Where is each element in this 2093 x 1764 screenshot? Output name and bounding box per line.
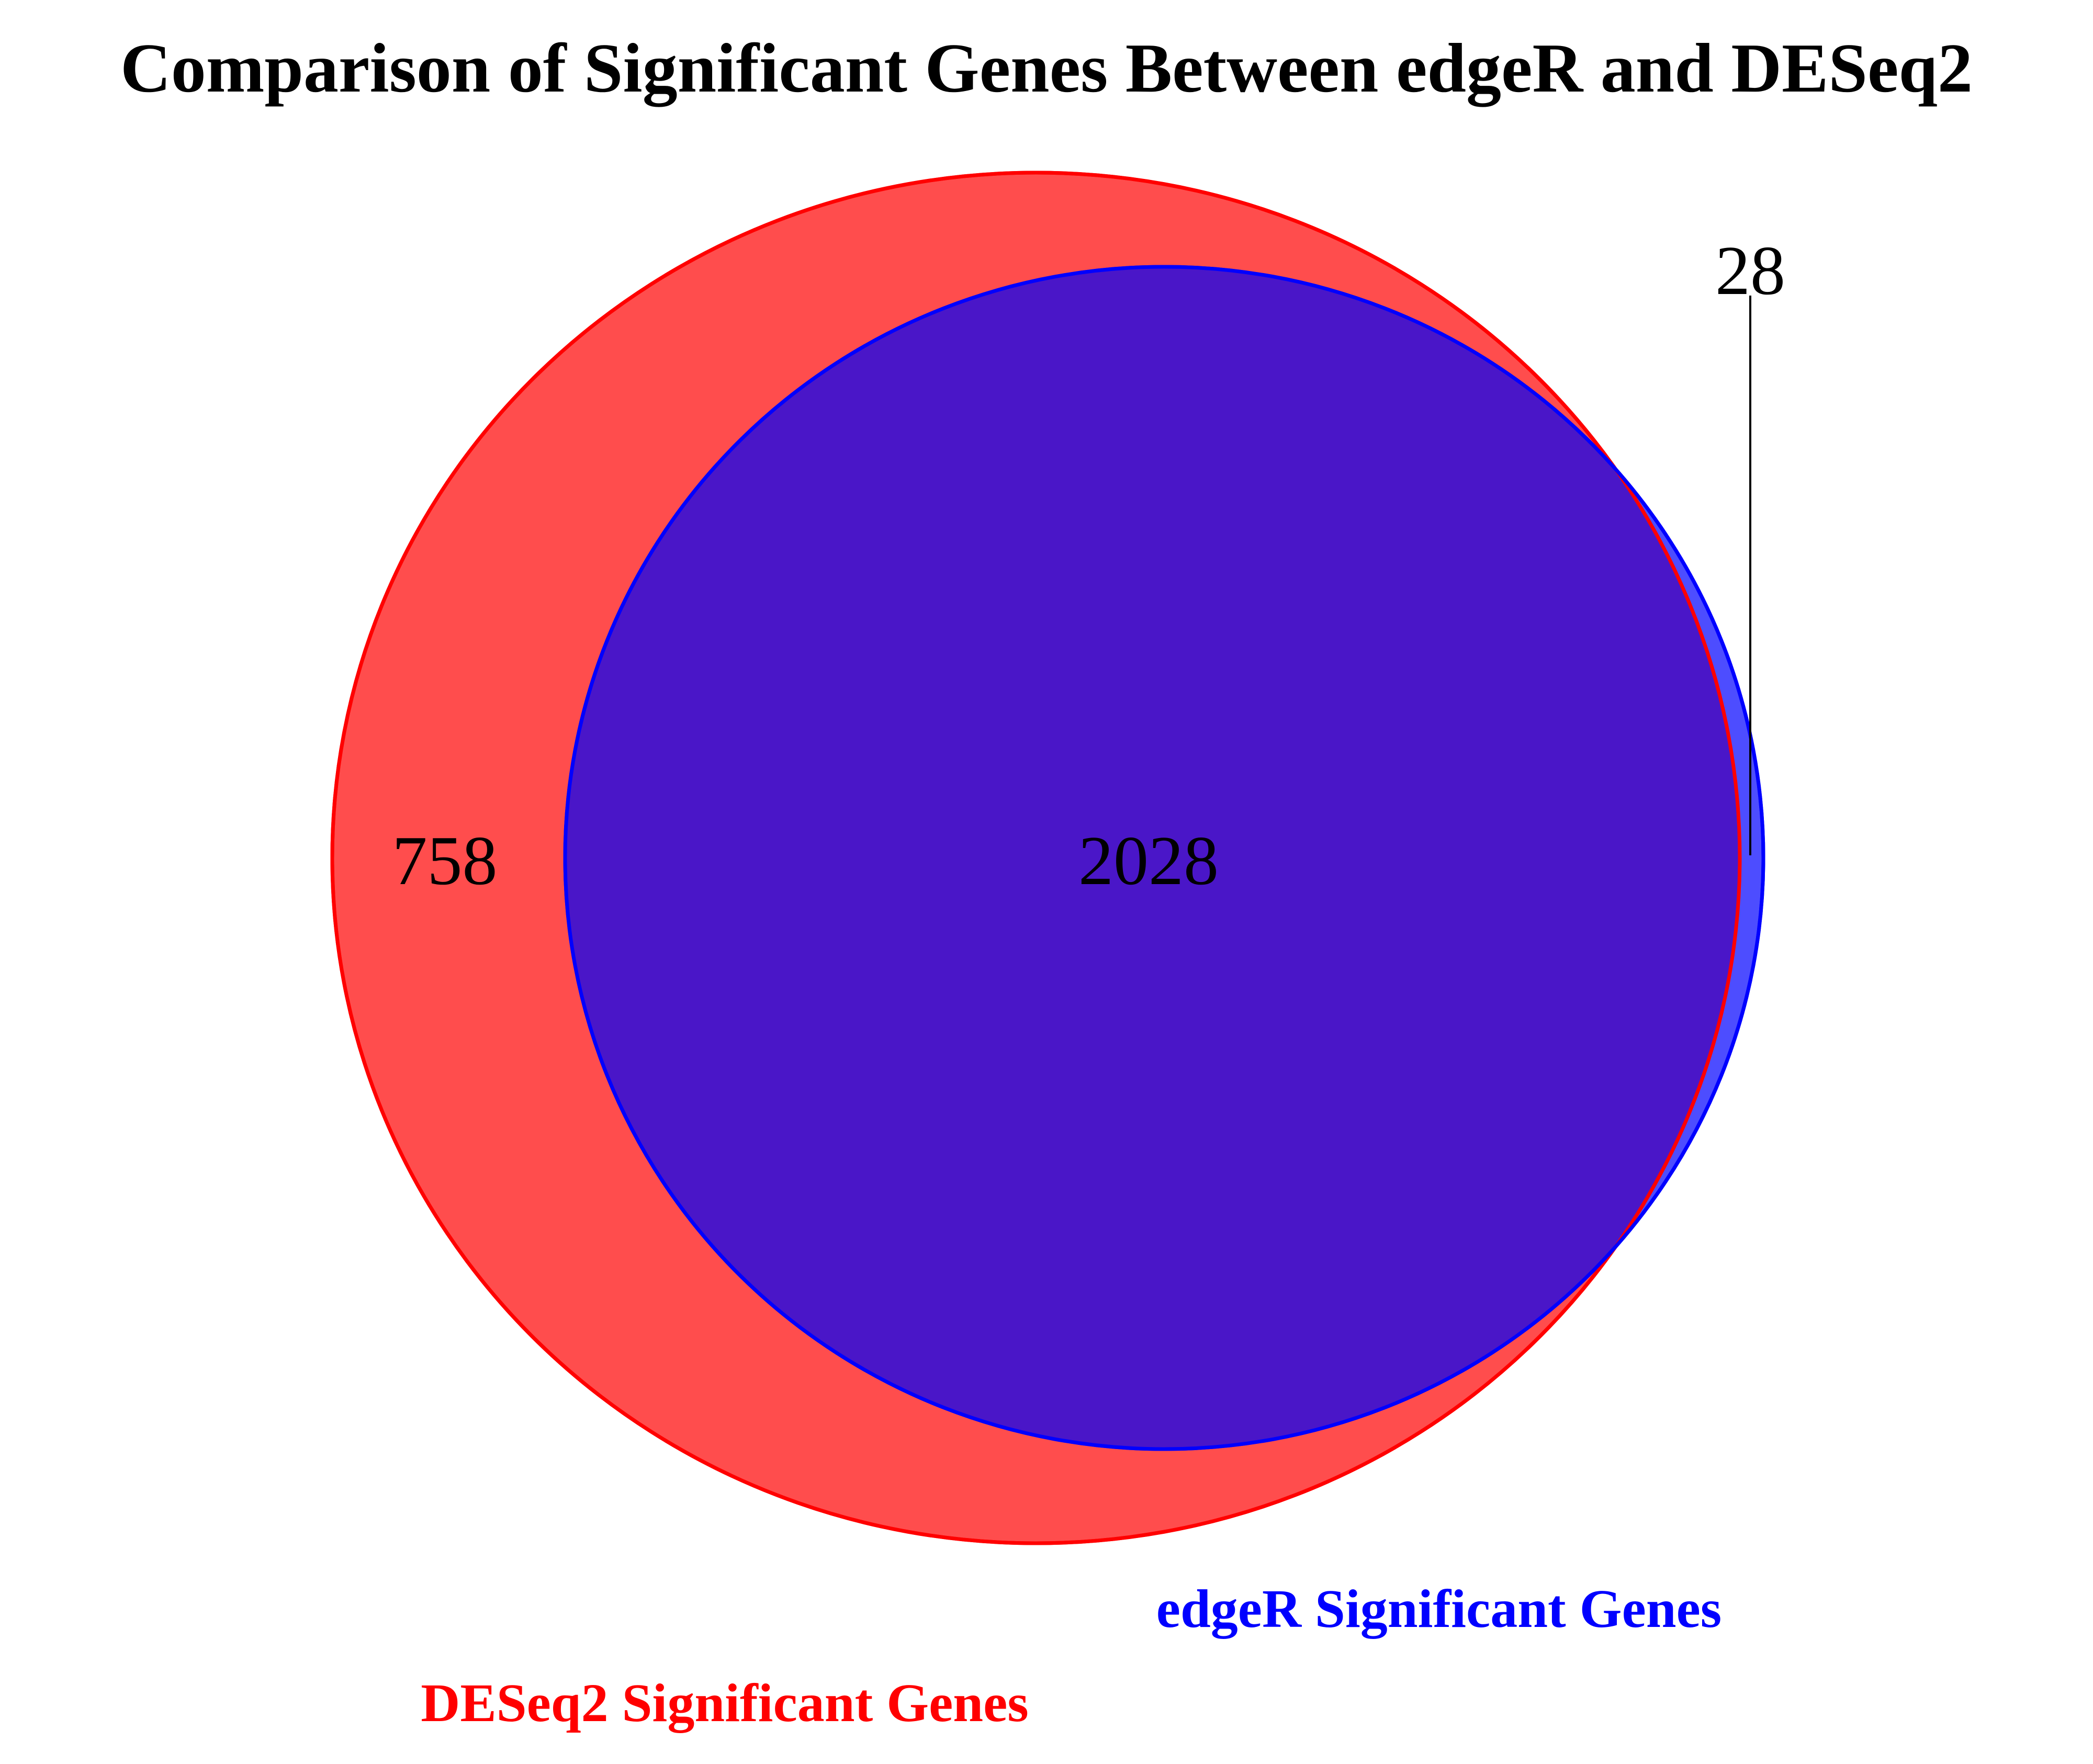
edger-only-count: 28 [1715,232,1785,309]
diagram-title: Comparison of Significant Genes Between … [120,29,1973,107]
overlap-region [565,267,1740,1449]
overlap-count: 2028 [1078,822,1219,899]
deseq2-only-count: 758 [392,822,498,899]
deseq2-set-label: DESeq2 Significant Genes [421,1673,1028,1733]
deseq2-circle-border [330,171,1742,1545]
edger-set-label: edgeR Significant Genes [1156,1579,1721,1639]
edger-circle-border [563,265,1765,1451]
